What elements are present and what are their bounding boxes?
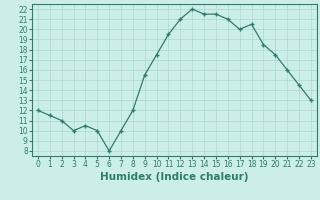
X-axis label: Humidex (Indice chaleur): Humidex (Indice chaleur) <box>100 172 249 182</box>
